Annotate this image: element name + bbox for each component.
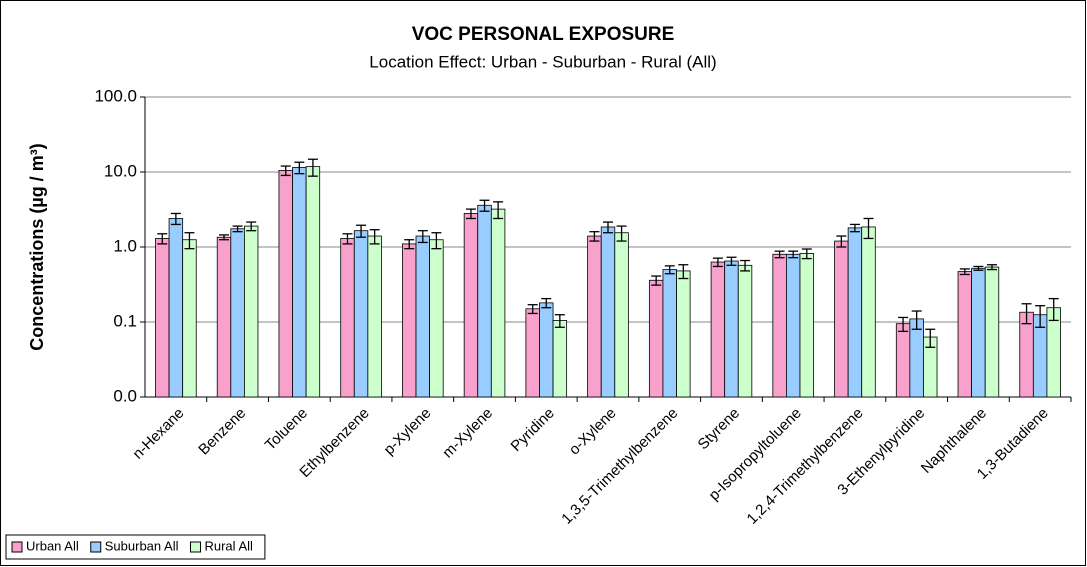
bar: [490, 208, 506, 398]
bar: [216, 236, 232, 398]
bar: [278, 170, 293, 398]
bar: [1046, 307, 1061, 398]
bar: [292, 167, 307, 398]
legend-label: Urban All: [26, 538, 79, 553]
bar: [429, 239, 444, 398]
bar: [834, 240, 849, 398]
bar: [415, 235, 430, 398]
y-tick-label: 0.1: [113, 311, 137, 330]
bar: [971, 267, 986, 398]
bar: [168, 218, 184, 398]
bar: [353, 230, 369, 398]
y-tick-label: 1.0: [113, 236, 137, 255]
bar: [648, 279, 664, 398]
legend: Urban All Suburban All Rural All: [5, 534, 266, 560]
bar: [600, 226, 616, 398]
bar: [662, 269, 677, 398]
bar: [861, 226, 876, 398]
bar: [340, 238, 355, 398]
bar: [243, 225, 259, 398]
legend-swatch: [90, 541, 102, 553]
bar: [525, 308, 540, 398]
bar: [155, 238, 170, 398]
legend-label: Rural All: [204, 538, 253, 553]
bar: [477, 204, 492, 398]
bar: [799, 253, 814, 398]
bar: [772, 253, 787, 398]
legend-label: Suburban All: [105, 538, 179, 553]
legend-box: [5, 534, 266, 560]
y-tick-label: 10.0: [104, 161, 137, 180]
bar: [587, 235, 602, 398]
bar: [724, 260, 739, 398]
bar: [402, 243, 417, 398]
bar: [230, 228, 245, 398]
bar: [552, 320, 568, 398]
bar: [786, 253, 801, 398]
chart-subtitle: Location Effect: Urban - Suburban - Rura…: [369, 52, 716, 71]
bar: [614, 232, 629, 398]
bar: [1019, 311, 1034, 398]
bar: [909, 318, 924, 398]
y-tick-label: 100.0: [94, 86, 137, 105]
chart-title: VOC PERSONAL EXPOSURE: [412, 24, 675, 45]
y-tick-label: 0.0: [113, 386, 137, 405]
bar: [463, 213, 479, 398]
bar: [710, 261, 726, 398]
legend-swatch: [189, 541, 201, 553]
bar: [305, 166, 321, 398]
bar: [957, 271, 973, 398]
y-axis-label: Concentrations (µg / m³): [27, 143, 47, 350]
bar: [737, 264, 753, 398]
bar: [847, 227, 863, 398]
bar: [539, 302, 554, 398]
legend-swatch: [11, 541, 23, 553]
bar: [895, 323, 911, 398]
bar: [182, 239, 197, 398]
bar: [984, 266, 1000, 398]
bar: [367, 235, 382, 398]
bar: [676, 270, 691, 398]
